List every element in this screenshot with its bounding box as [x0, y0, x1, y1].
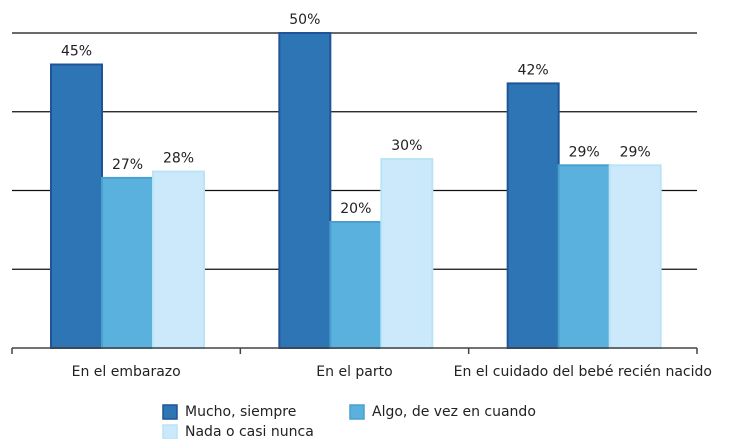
bar: [152, 170, 205, 349]
bar: [50, 63, 103, 349]
legend-swatch: [162, 404, 178, 420]
x-tick-label: En el embarazo: [72, 364, 181, 380]
value-label: 42%: [518, 62, 549, 78]
x-tick-label: En el cuidado del bebé recién nacido: [454, 364, 712, 380]
legend-swatch: [162, 424, 178, 439]
value-label: 29%: [620, 144, 651, 160]
legend-label: Mucho, siempre: [185, 404, 296, 420]
value-label: 29%: [569, 144, 600, 160]
legend-label: Algo, de vez en cuando: [372, 404, 536, 420]
value-label: 45%: [61, 44, 92, 60]
bar: [557, 164, 611, 349]
value-label: 28%: [163, 151, 194, 167]
value-label: 20%: [340, 201, 371, 217]
x-tick-label: En el parto: [316, 364, 392, 380]
legend-swatch: [349, 404, 365, 420]
bar: [101, 176, 154, 349]
bar: [329, 221, 383, 349]
value-label: 27%: [112, 157, 143, 173]
value-label: 50%: [289, 12, 320, 28]
value-label: 30%: [391, 138, 422, 154]
bar: [380, 158, 434, 349]
bar: [608, 164, 662, 349]
bar: [278, 32, 332, 349]
legend-label: Nada o casi nunca: [185, 424, 314, 439]
bar: [506, 82, 560, 350]
